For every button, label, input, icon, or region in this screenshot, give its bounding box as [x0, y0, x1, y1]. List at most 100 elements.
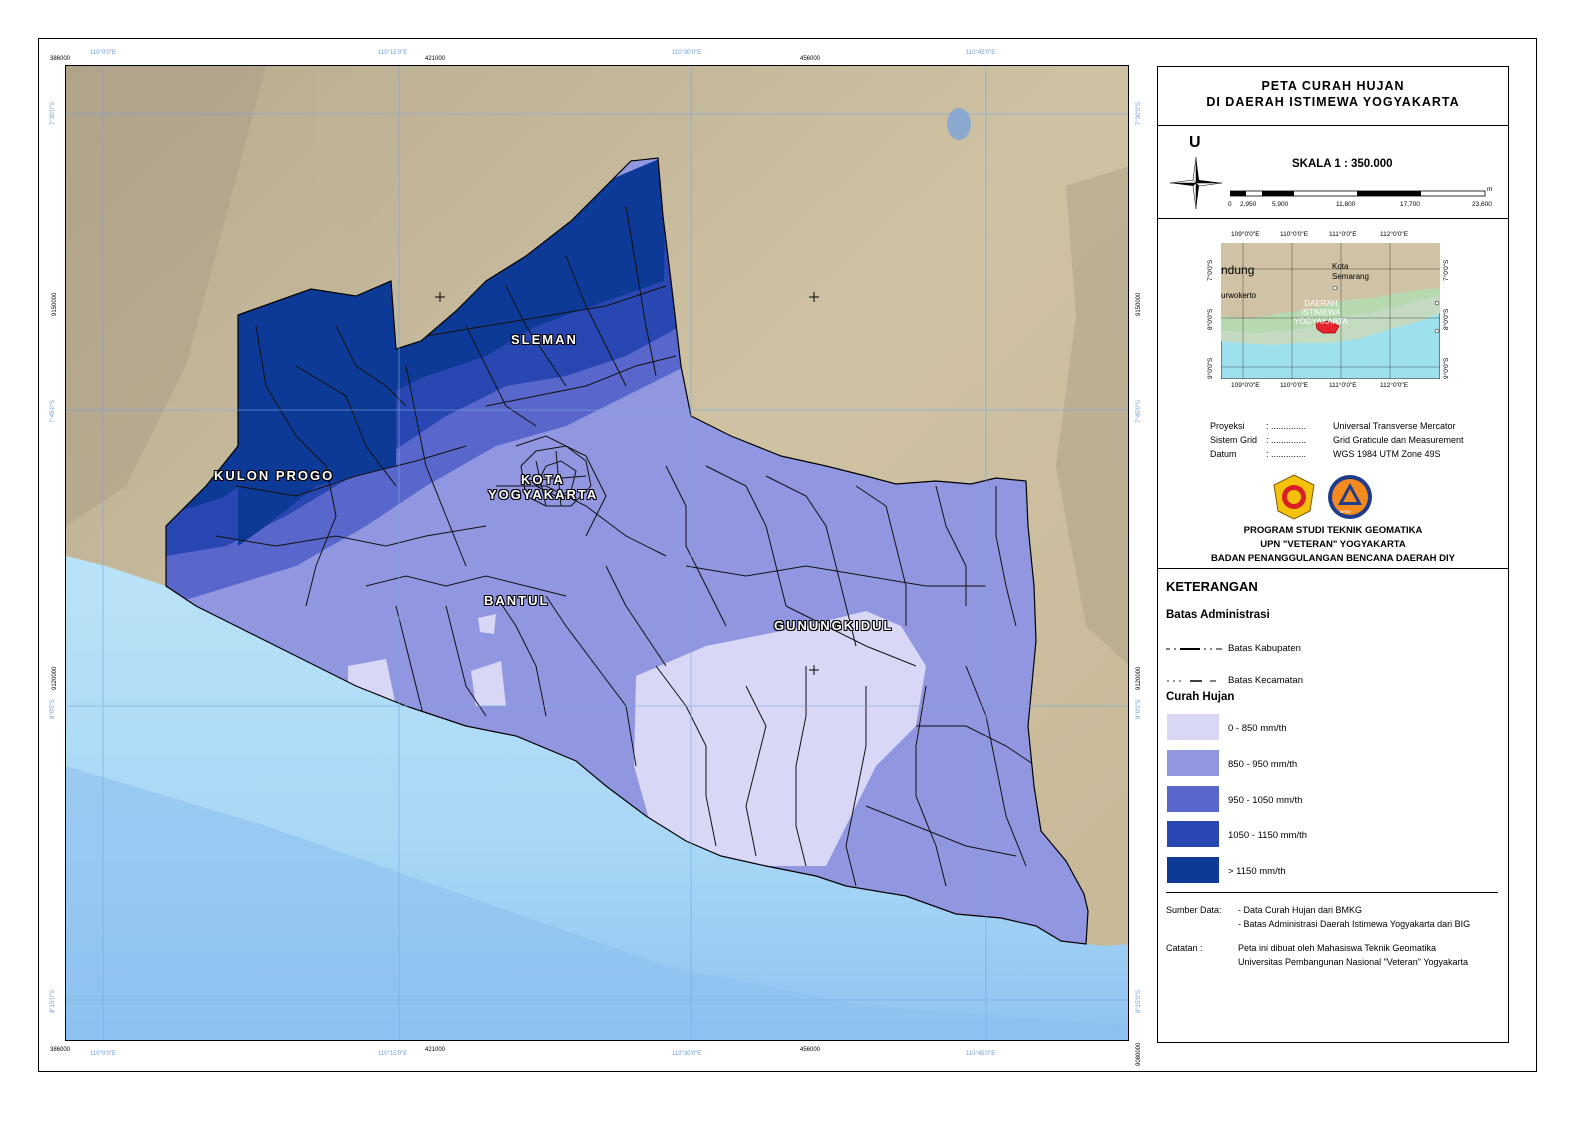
inset-lon: 111°0'0"E	[1329, 231, 1357, 238]
inset-lat: 9°0'0"S	[1443, 357, 1450, 379]
info-value: Grid Graticule dan Measurement	[1333, 435, 1464, 445]
main-map[interactable]: SLEMAN KULON PROGO KOTA YOGYAKARTA BANTU…	[65, 65, 1129, 1041]
legend-kabupaten-label: Batas Kabupaten	[1228, 643, 1301, 654]
map-title-line1: PETA CURAH HUJAN	[1261, 79, 1405, 93]
utm-y-label: 9150000	[1136, 292, 1142, 316]
note-line: Peta ini dibuat oleh Mahasiswa Teknik Ge…	[1238, 943, 1436, 953]
legend-rain-label: > 1150 mm/th	[1228, 866, 1286, 877]
label-bantul: BANTUL	[484, 593, 550, 608]
lat-label: 7°45'0"S	[1136, 399, 1142, 423]
note-label: Catatan :	[1166, 943, 1203, 953]
lon-label: 110°15'0"E	[378, 1051, 408, 1057]
institution-line1: PROGRAM STUDI TEKNIK GEOMATIKA	[1243, 525, 1423, 536]
utm-grid-crosses	[435, 292, 819, 675]
info-key: Datum	[1210, 449, 1237, 459]
info-sep: : ..............	[1266, 435, 1307, 445]
admin-title: Batas Administrasi	[1166, 609, 1270, 621]
rain-title: Curah Hujan	[1166, 691, 1235, 703]
scale-tick: 5,900	[1272, 201, 1289, 208]
legend-swatch-4	[1167, 857, 1219, 883]
source-label: Sumber Data:	[1166, 905, 1222, 915]
source-item: - Batas Administrasi Daerah Istimewa Yog…	[1238, 919, 1471, 929]
scale-tick: 0	[1228, 201, 1232, 208]
inset-place-semarang: Kota Semarang	[1332, 262, 1369, 281]
province-boundary	[165, 157, 1089, 945]
source-item: - Data Curah Hujan dari BMKG	[1238, 905, 1363, 915]
legend-kecamatan-label: Batas Kecamatan	[1228, 675, 1303, 686]
info-value: Universal Transverse Mercator	[1333, 421, 1456, 431]
utm-y-label: 9150000	[52, 292, 58, 316]
lon-label: 110°30'0"E	[672, 50, 702, 56]
inset-lon: 109°0'0"E	[1231, 382, 1260, 389]
label-sleman: SLEMAN	[511, 332, 578, 347]
scale-tick: 2,950	[1240, 201, 1257, 208]
info-value: WGS 1984 UTM Zone 49S	[1333, 449, 1441, 459]
label-kulon-progo: KULON PROGO	[214, 468, 335, 483]
inset-lon: 112°0'0"E	[1380, 231, 1409, 238]
utm-x-label: 386000	[50, 56, 71, 62]
map-title-line2: DI DAERAH ISTIMEWA YOGYAKARTA	[1206, 95, 1460, 109]
note-line: Universitas Pembangunan Nasional "Vetera…	[1238, 957, 1469, 967]
bpbd-logo-icon	[1328, 475, 1372, 519]
lon-label: 110°30'0"E	[672, 1051, 702, 1057]
legend-swatch-1	[1167, 750, 1219, 776]
scale-tick: 23,600	[1472, 201, 1492, 208]
inset-map[interactable]	[1221, 243, 1440, 379]
utm-y-label: 9120000	[1136, 666, 1142, 690]
inset-lon: 110°0'0"E	[1280, 382, 1309, 389]
legend-swatch-2	[1167, 786, 1219, 812]
inset-lat: 8°0'0"S	[1443, 308, 1450, 330]
legend-rain-label: 1050 - 1150 mm/th	[1228, 830, 1308, 841]
utm-x-label: 386000	[50, 1047, 71, 1053]
lat-label: 8°15'0"S	[50, 989, 56, 1013]
utm-y-label: 9120000	[52, 666, 58, 690]
scale-tick: 11,800	[1336, 201, 1356, 208]
legend-rain-label: 950 - 1050 mm/th	[1228, 795, 1303, 806]
label-gunungkidul: GUNUNGKIDUL	[774, 618, 894, 633]
lon-label: 110°45'0"E	[966, 1051, 996, 1057]
scale-unit: m	[1487, 186, 1493, 193]
lat-label: 7°30'0"S	[1136, 101, 1142, 125]
inset-lon: 109°0'0"E	[1231, 231, 1260, 238]
legend-block: KETERANGAN Batas Administrasi Batas Kabu…	[1158, 569, 1508, 1039]
utm-x-label: 456000	[800, 1047, 821, 1053]
lat-label: 8°15'0"S	[1136, 989, 1142, 1013]
kecamatan-boundaries	[215, 205, 1037, 887]
utm-x-label: 421000	[425, 1047, 446, 1053]
inset-lon: 111°0'0"E	[1329, 382, 1357, 389]
legend-title: KETERANGAN	[1166, 579, 1258, 594]
map-canvas	[66, 66, 1128, 1040]
inset-place-diy: DAERAH ISTIMEWA YOGYAKARTA	[1294, 299, 1348, 326]
lon-label: 110°45'0"E	[966, 50, 996, 56]
label-yogyakarta: YOGYAKARTA	[488, 487, 599, 502]
legend-rain-label: 0 - 850 mm/th	[1228, 723, 1287, 734]
info-key: Sistem Grid	[1210, 435, 1258, 445]
lat-label: 7°30'0"S	[50, 101, 56, 125]
north-label: U	[1189, 134, 1201, 151]
graticule	[66, 66, 1128, 1040]
inset-block: 109°0'0"E 110°0'0"E 111°0'0"E 112°0'0"E …	[1158, 219, 1508, 569]
utm-x-label: 421000	[425, 56, 446, 62]
scale-tick: 17,700	[1400, 201, 1420, 208]
info-sep: : ..............	[1266, 421, 1307, 431]
inset-lat: 8°0'0"S	[1207, 308, 1214, 330]
kecamatan-line-symbol	[1167, 680, 1216, 682]
label-kota: KOTA	[521, 472, 565, 487]
upn-logo-icon	[1273, 474, 1315, 520]
legend-swatch-0	[1167, 714, 1219, 740]
utm-x-label: 456000	[800, 56, 821, 62]
inset-lat: 7°0'0"S	[1443, 259, 1450, 281]
lon-label: 110°0'0"E	[90, 1051, 116, 1057]
inset-place-purwokerto: urwokerto	[1221, 291, 1257, 300]
lat-label: 7°45'0"S	[50, 399, 56, 423]
inset-place-bandung: ndung	[1221, 263, 1255, 277]
scale-bar	[1230, 190, 1486, 197]
bpbd-logo-text: BPBD	[1340, 509, 1351, 514]
institution-line2: UPN "VETERAN" YOGYAKARTA	[1260, 539, 1406, 550]
layout-frame	[38, 38, 1537, 1072]
lon-label: 110°15'0"E	[378, 50, 408, 56]
kabupaten-line-symbol	[1166, 648, 1222, 650]
info-sep: : ..............	[1266, 449, 1307, 459]
scale-label: SKALA 1 : 350.000	[1292, 158, 1393, 170]
legend-rain-label: 850 - 950 mm/th	[1228, 759, 1298, 770]
